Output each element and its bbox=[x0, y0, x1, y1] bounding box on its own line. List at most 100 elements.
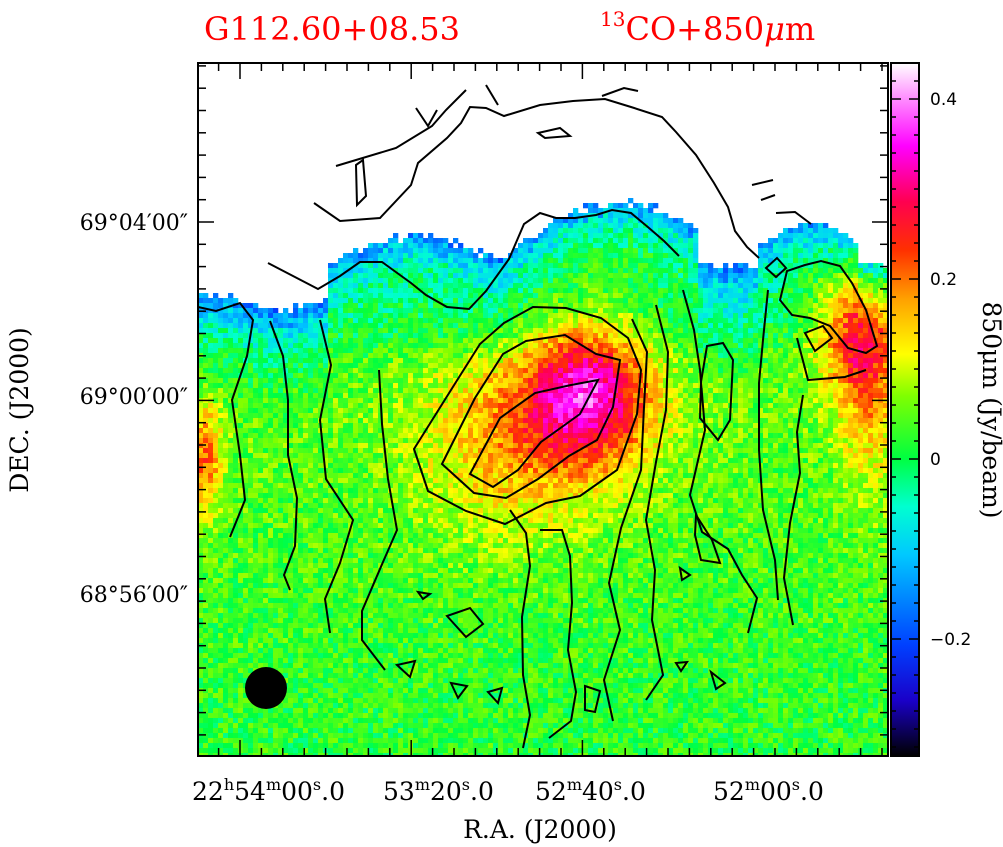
map-pixel bbox=[448, 343, 454, 349]
map-pixel bbox=[543, 333, 549, 339]
map-pixel bbox=[203, 373, 209, 379]
map-pixel bbox=[583, 268, 589, 274]
map-pixel bbox=[668, 318, 674, 324]
map-pixel bbox=[298, 428, 304, 434]
map-pixel bbox=[408, 328, 414, 334]
map-pixel bbox=[683, 378, 689, 384]
map-pixel bbox=[738, 393, 744, 399]
map-pixel bbox=[653, 328, 659, 334]
map-pixel bbox=[368, 363, 374, 369]
map-pixel bbox=[833, 358, 839, 364]
map-pixel bbox=[808, 313, 814, 319]
map-pixel bbox=[458, 343, 464, 349]
map-pixel bbox=[533, 358, 539, 364]
map-pixel bbox=[363, 333, 369, 339]
map-pixel bbox=[358, 258, 364, 264]
map-pixel bbox=[233, 353, 239, 359]
map-pixel bbox=[223, 358, 229, 364]
map-pixel bbox=[693, 348, 699, 354]
map-pixel bbox=[718, 393, 724, 399]
map-pixel bbox=[623, 303, 629, 309]
map-pixel bbox=[348, 403, 354, 409]
map-pixel bbox=[628, 393, 634, 399]
map-pixel bbox=[663, 313, 669, 319]
map-pixel bbox=[443, 408, 449, 414]
map-pixel bbox=[758, 398, 764, 404]
map-pixel bbox=[548, 238, 554, 244]
map-pixel bbox=[258, 378, 264, 384]
map-pixel bbox=[588, 413, 594, 419]
map-pixel bbox=[363, 298, 369, 304]
map-pixel bbox=[838, 393, 844, 399]
map-pixel bbox=[433, 243, 439, 249]
map-pixel bbox=[663, 298, 669, 304]
map-pixel bbox=[748, 318, 754, 324]
map-pixel bbox=[413, 268, 419, 274]
map-pixel bbox=[293, 318, 299, 324]
map-pixel bbox=[383, 388, 389, 394]
map-pixel bbox=[283, 413, 289, 419]
map-pixel bbox=[683, 273, 689, 279]
map-pixel bbox=[598, 278, 604, 284]
map-pixel bbox=[473, 383, 479, 389]
map-pixel bbox=[553, 228, 559, 234]
map-pixel bbox=[653, 403, 659, 409]
map-pixel bbox=[428, 248, 434, 254]
map-pixel bbox=[468, 353, 474, 359]
map-pixel bbox=[853, 283, 859, 289]
map-pixel bbox=[848, 388, 854, 394]
map-pixel bbox=[708, 413, 714, 419]
map-pixel bbox=[373, 393, 379, 399]
map-pixel bbox=[833, 248, 839, 254]
map-pixel bbox=[763, 253, 769, 259]
map-pixel bbox=[568, 393, 574, 399]
map-pixel bbox=[858, 378, 864, 384]
map-pixel bbox=[818, 423, 824, 429]
map-pixel bbox=[618, 373, 624, 379]
map-pixel bbox=[858, 268, 864, 274]
title-mu: μ bbox=[764, 10, 785, 48]
map-pixel bbox=[578, 223, 584, 229]
map-pixel bbox=[293, 428, 299, 434]
map-pixel bbox=[793, 273, 799, 279]
map-pixel bbox=[623, 298, 629, 304]
map-pixel bbox=[308, 308, 314, 314]
map-pixel bbox=[548, 293, 554, 299]
map-pixel bbox=[488, 423, 494, 429]
map-pixel bbox=[208, 353, 214, 359]
map-pixel bbox=[343, 373, 349, 379]
map-pixel bbox=[488, 308, 494, 314]
map-pixel bbox=[843, 413, 849, 419]
map-pixel bbox=[788, 298, 794, 304]
map-pixel bbox=[773, 243, 779, 249]
map-pixel bbox=[643, 318, 649, 324]
map-pixel bbox=[608, 338, 614, 344]
map-pixel bbox=[683, 353, 689, 359]
map-pixel bbox=[683, 358, 689, 364]
map-pixel bbox=[803, 423, 809, 429]
map-pixel bbox=[328, 333, 334, 339]
map-pixel bbox=[518, 413, 524, 419]
map-pixel bbox=[398, 293, 404, 299]
map-pixel bbox=[678, 378, 684, 384]
map-pixel bbox=[648, 218, 654, 224]
map-pixel bbox=[878, 303, 884, 309]
map-pixel bbox=[648, 418, 654, 424]
map-pixel bbox=[343, 303, 349, 309]
map-pixel bbox=[808, 318, 814, 324]
map-pixel bbox=[463, 283, 469, 289]
map-pixel bbox=[758, 348, 764, 354]
map-pixel bbox=[518, 263, 524, 269]
map-pixel bbox=[708, 403, 714, 409]
map-pixel bbox=[438, 273, 444, 279]
map-pixel bbox=[558, 253, 564, 259]
map-pixel bbox=[418, 368, 424, 374]
map-pixel bbox=[278, 413, 284, 419]
map-pixel bbox=[778, 328, 784, 334]
map-pixel bbox=[338, 403, 344, 409]
map-pixel bbox=[868, 293, 874, 299]
map-pixel bbox=[768, 358, 774, 364]
map-pixel bbox=[588, 208, 594, 214]
map-pixel bbox=[218, 338, 224, 344]
map-pixel bbox=[683, 423, 689, 429]
